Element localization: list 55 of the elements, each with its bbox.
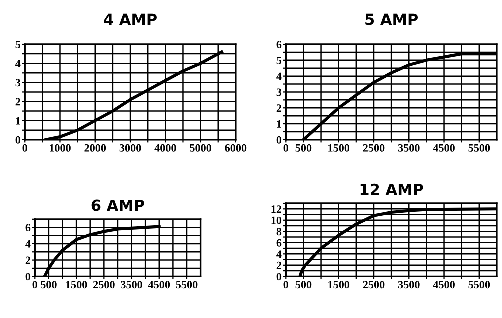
y-tick-label: 2 [276,262,282,270]
x-tick-label: 500 [296,144,312,152]
y-tick-label: 6 [276,239,282,247]
x-tick-label: 2500 [363,281,385,289]
x-tick-label: 5500 [176,281,198,289]
x-tick-label: 1000 [50,144,71,152]
x-tick-label: 0 [284,144,288,152]
y-tick-label: 4 [16,60,21,68]
y-tick-label: 1 [277,120,282,128]
y-tick-label: 3 [276,88,282,96]
x-tick-label: 0 [32,281,38,289]
x-tick-label: 3500 [398,281,420,289]
y-tick-label: 0 [16,136,21,144]
y-tick-label: 0 [26,273,31,281]
y-tick-label: 1 [16,117,20,125]
x-tick-label: 1500 [328,144,350,152]
x-tick-label: 2500 [363,144,385,152]
x-tick-label: 4500 [433,281,455,289]
y-tick-label: 4 [276,72,282,80]
y-tick-label: 12 [272,206,282,213]
x-tick-label: 1500 [66,281,88,289]
chart-title: 6 AMP [92,200,144,212]
chart-title: 12 AMP [360,184,424,196]
x-tick-label: 5000 [190,144,212,152]
x-tick-label: 5500 [468,281,490,289]
y-tick-label: 6 [26,224,31,232]
y-tick-label: 0 [276,273,282,281]
y-tick-label: 6 [276,41,282,48]
x-tick-label: 1500 [328,281,350,289]
x-tick-label: 3000 [120,144,142,152]
chart-title: 4 AMP [104,14,157,26]
x-tick-label: 2500 [94,281,115,289]
y-tick-label: 2 [16,98,20,106]
y-tick-label: 0 [276,136,282,144]
y-tick-label: 2 [26,256,30,264]
x-tick-label: 3500 [398,144,420,152]
y-tick-label: 3 [16,79,21,87]
y-tick-label: 4 [26,240,31,248]
y-tick-label: 5 [276,57,282,64]
y-tick-label: 8 [276,228,282,236]
x-tick-label: 500 [41,281,57,289]
chart-title: 5 AMP [366,14,418,26]
x-tick-label: 500 [296,281,312,289]
x-tick-label: 2000 [84,144,106,152]
x-tick-label: 4500 [148,281,170,289]
y-tick-label: 10 [272,216,282,224]
y-tick-label: 4 [276,250,282,258]
x-tick-label: 4500 [433,144,455,152]
x-tick-label: 6000 [225,144,247,152]
y-tick-label: 5 [16,41,21,48]
y-tick-label: 2 [276,104,282,112]
x-tick-label: 3500 [121,281,142,289]
x-tick-label: 4000 [154,144,176,152]
x-tick-label: 0 [284,281,288,289]
x-tick-label: 5500 [468,144,490,152]
